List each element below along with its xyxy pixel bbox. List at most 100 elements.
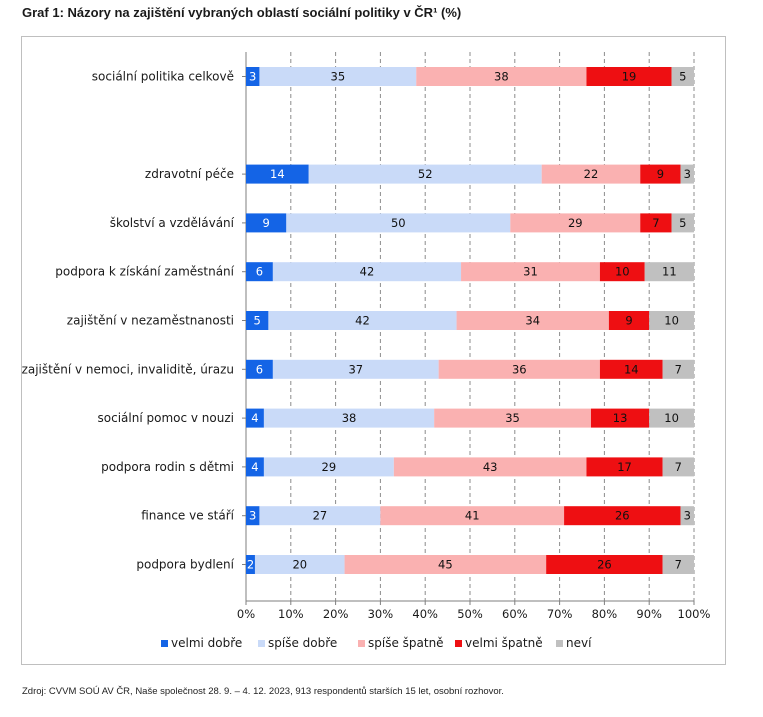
bar-segment bbox=[246, 164, 309, 184]
category-label: školství a vzdělávání bbox=[110, 216, 235, 230]
legend-label: velmi špatně bbox=[465, 636, 543, 650]
data-label: 6 bbox=[256, 362, 263, 376]
category-label: podpora bydlení bbox=[136, 558, 234, 572]
data-label: 9 bbox=[657, 167, 664, 181]
bar-segment bbox=[541, 164, 641, 184]
bar-segment bbox=[649, 311, 694, 330]
legend-label: spíše špatně bbox=[368, 636, 444, 650]
legend-label: velmi dobře bbox=[171, 636, 242, 650]
data-label: 14 bbox=[624, 362, 639, 376]
bar-segment bbox=[434, 408, 591, 428]
bar-segment bbox=[263, 408, 435, 428]
data-label: 31 bbox=[523, 265, 538, 279]
x-tick-label: 40% bbox=[412, 607, 438, 621]
bar-segment bbox=[564, 506, 681, 526]
x-tick-label: 100% bbox=[678, 607, 711, 621]
x-tick-label: 90% bbox=[636, 607, 662, 621]
bar-segment bbox=[510, 213, 641, 233]
x-tick-label: 10% bbox=[278, 607, 304, 621]
data-label: 38 bbox=[494, 70, 509, 84]
bar-segment bbox=[599, 262, 645, 282]
bar-segment bbox=[259, 506, 381, 526]
data-label: 42 bbox=[360, 265, 375, 279]
legend-swatch bbox=[258, 640, 265, 647]
data-label: 9 bbox=[262, 216, 269, 230]
bar-segment bbox=[344, 555, 547, 574]
data-label: 34 bbox=[525, 314, 540, 328]
data-label: 9 bbox=[625, 314, 632, 328]
data-label: 7 bbox=[675, 460, 682, 474]
bar-segment bbox=[254, 555, 345, 574]
bar-segment bbox=[461, 262, 600, 282]
data-label: 35 bbox=[505, 411, 520, 425]
data-label: 3 bbox=[249, 70, 256, 84]
bar-segment bbox=[263, 457, 394, 477]
x-tick-label: 70% bbox=[547, 607, 573, 621]
bar-segment bbox=[671, 67, 694, 86]
category-label: podpora k získání zaměstnání bbox=[55, 265, 234, 279]
bar-segment bbox=[680, 506, 694, 526]
bar-segment bbox=[259, 67, 417, 86]
category-label: sociální pomoc v nouzi bbox=[98, 411, 234, 425]
data-label: 19 bbox=[622, 70, 637, 84]
category-label: podpora rodin s dětmi bbox=[101, 460, 234, 474]
data-label: 5 bbox=[679, 70, 686, 84]
legend-swatch bbox=[358, 640, 365, 647]
data-label: 5 bbox=[254, 314, 261, 328]
data-label: 37 bbox=[348, 362, 363, 376]
chart-title: Graf 1: Názory na zajištění vybraných ob… bbox=[22, 5, 462, 20]
data-label: 3 bbox=[249, 509, 256, 523]
legend-swatch bbox=[161, 640, 168, 647]
bar-segment bbox=[438, 359, 600, 379]
data-label: 26 bbox=[597, 558, 612, 572]
bar-segment bbox=[662, 555, 694, 574]
bar-segment bbox=[644, 262, 694, 282]
data-label: 10 bbox=[615, 265, 630, 279]
category-label: sociální politika celkově bbox=[92, 70, 234, 84]
bar-segment bbox=[308, 164, 542, 184]
x-tick-label: 50% bbox=[457, 607, 483, 621]
data-label: 4 bbox=[251, 460, 258, 474]
data-label: 2 bbox=[247, 558, 254, 572]
data-label: 29 bbox=[322, 460, 337, 474]
bar-segment bbox=[246, 359, 273, 379]
bar-segment bbox=[590, 408, 650, 428]
bar-segment bbox=[416, 67, 587, 86]
bar-segment bbox=[456, 311, 609, 330]
category-label: zajištění v nezaměstnanosti bbox=[67, 314, 234, 328]
category-label: zajištění v nemoci, invaliditě, úrazu bbox=[22, 362, 234, 376]
bar-segment bbox=[393, 457, 587, 477]
bar-segment bbox=[671, 213, 694, 233]
data-label: 7 bbox=[675, 362, 682, 376]
data-label: 3 bbox=[684, 509, 691, 523]
data-label: 42 bbox=[355, 314, 370, 328]
x-tick-label: 20% bbox=[323, 607, 349, 621]
bar-segment bbox=[586, 457, 663, 477]
bar-segment bbox=[640, 213, 672, 233]
legend-swatch bbox=[455, 640, 462, 647]
bar-segment bbox=[680, 164, 694, 184]
bar-segment bbox=[246, 213, 287, 233]
data-label: 17 bbox=[617, 460, 632, 474]
bar-segment bbox=[546, 555, 663, 574]
bar-segment bbox=[268, 311, 457, 330]
data-label: 29 bbox=[568, 216, 583, 230]
legend-swatch bbox=[556, 640, 563, 647]
bar-segment bbox=[380, 506, 565, 526]
category-label: finance ve stáří bbox=[141, 509, 234, 523]
x-tick-label: 30% bbox=[368, 607, 394, 621]
data-label: 52 bbox=[418, 167, 433, 181]
bar-segment bbox=[246, 311, 269, 330]
data-label: 41 bbox=[465, 509, 480, 523]
data-label: 20 bbox=[292, 558, 307, 572]
data-label: 10 bbox=[664, 411, 679, 425]
data-label: 6 bbox=[256, 265, 263, 279]
bar-segment bbox=[286, 213, 511, 233]
data-label: 7 bbox=[652, 216, 659, 230]
x-tick-label: 60% bbox=[502, 607, 528, 621]
bar-segment bbox=[272, 359, 439, 379]
bar-segment bbox=[586, 67, 672, 86]
x-tick-label: 0% bbox=[237, 607, 255, 621]
source-note: Zdroj: CVVM SOÚ AV ČR, Naše společnost 2… bbox=[22, 686, 504, 697]
